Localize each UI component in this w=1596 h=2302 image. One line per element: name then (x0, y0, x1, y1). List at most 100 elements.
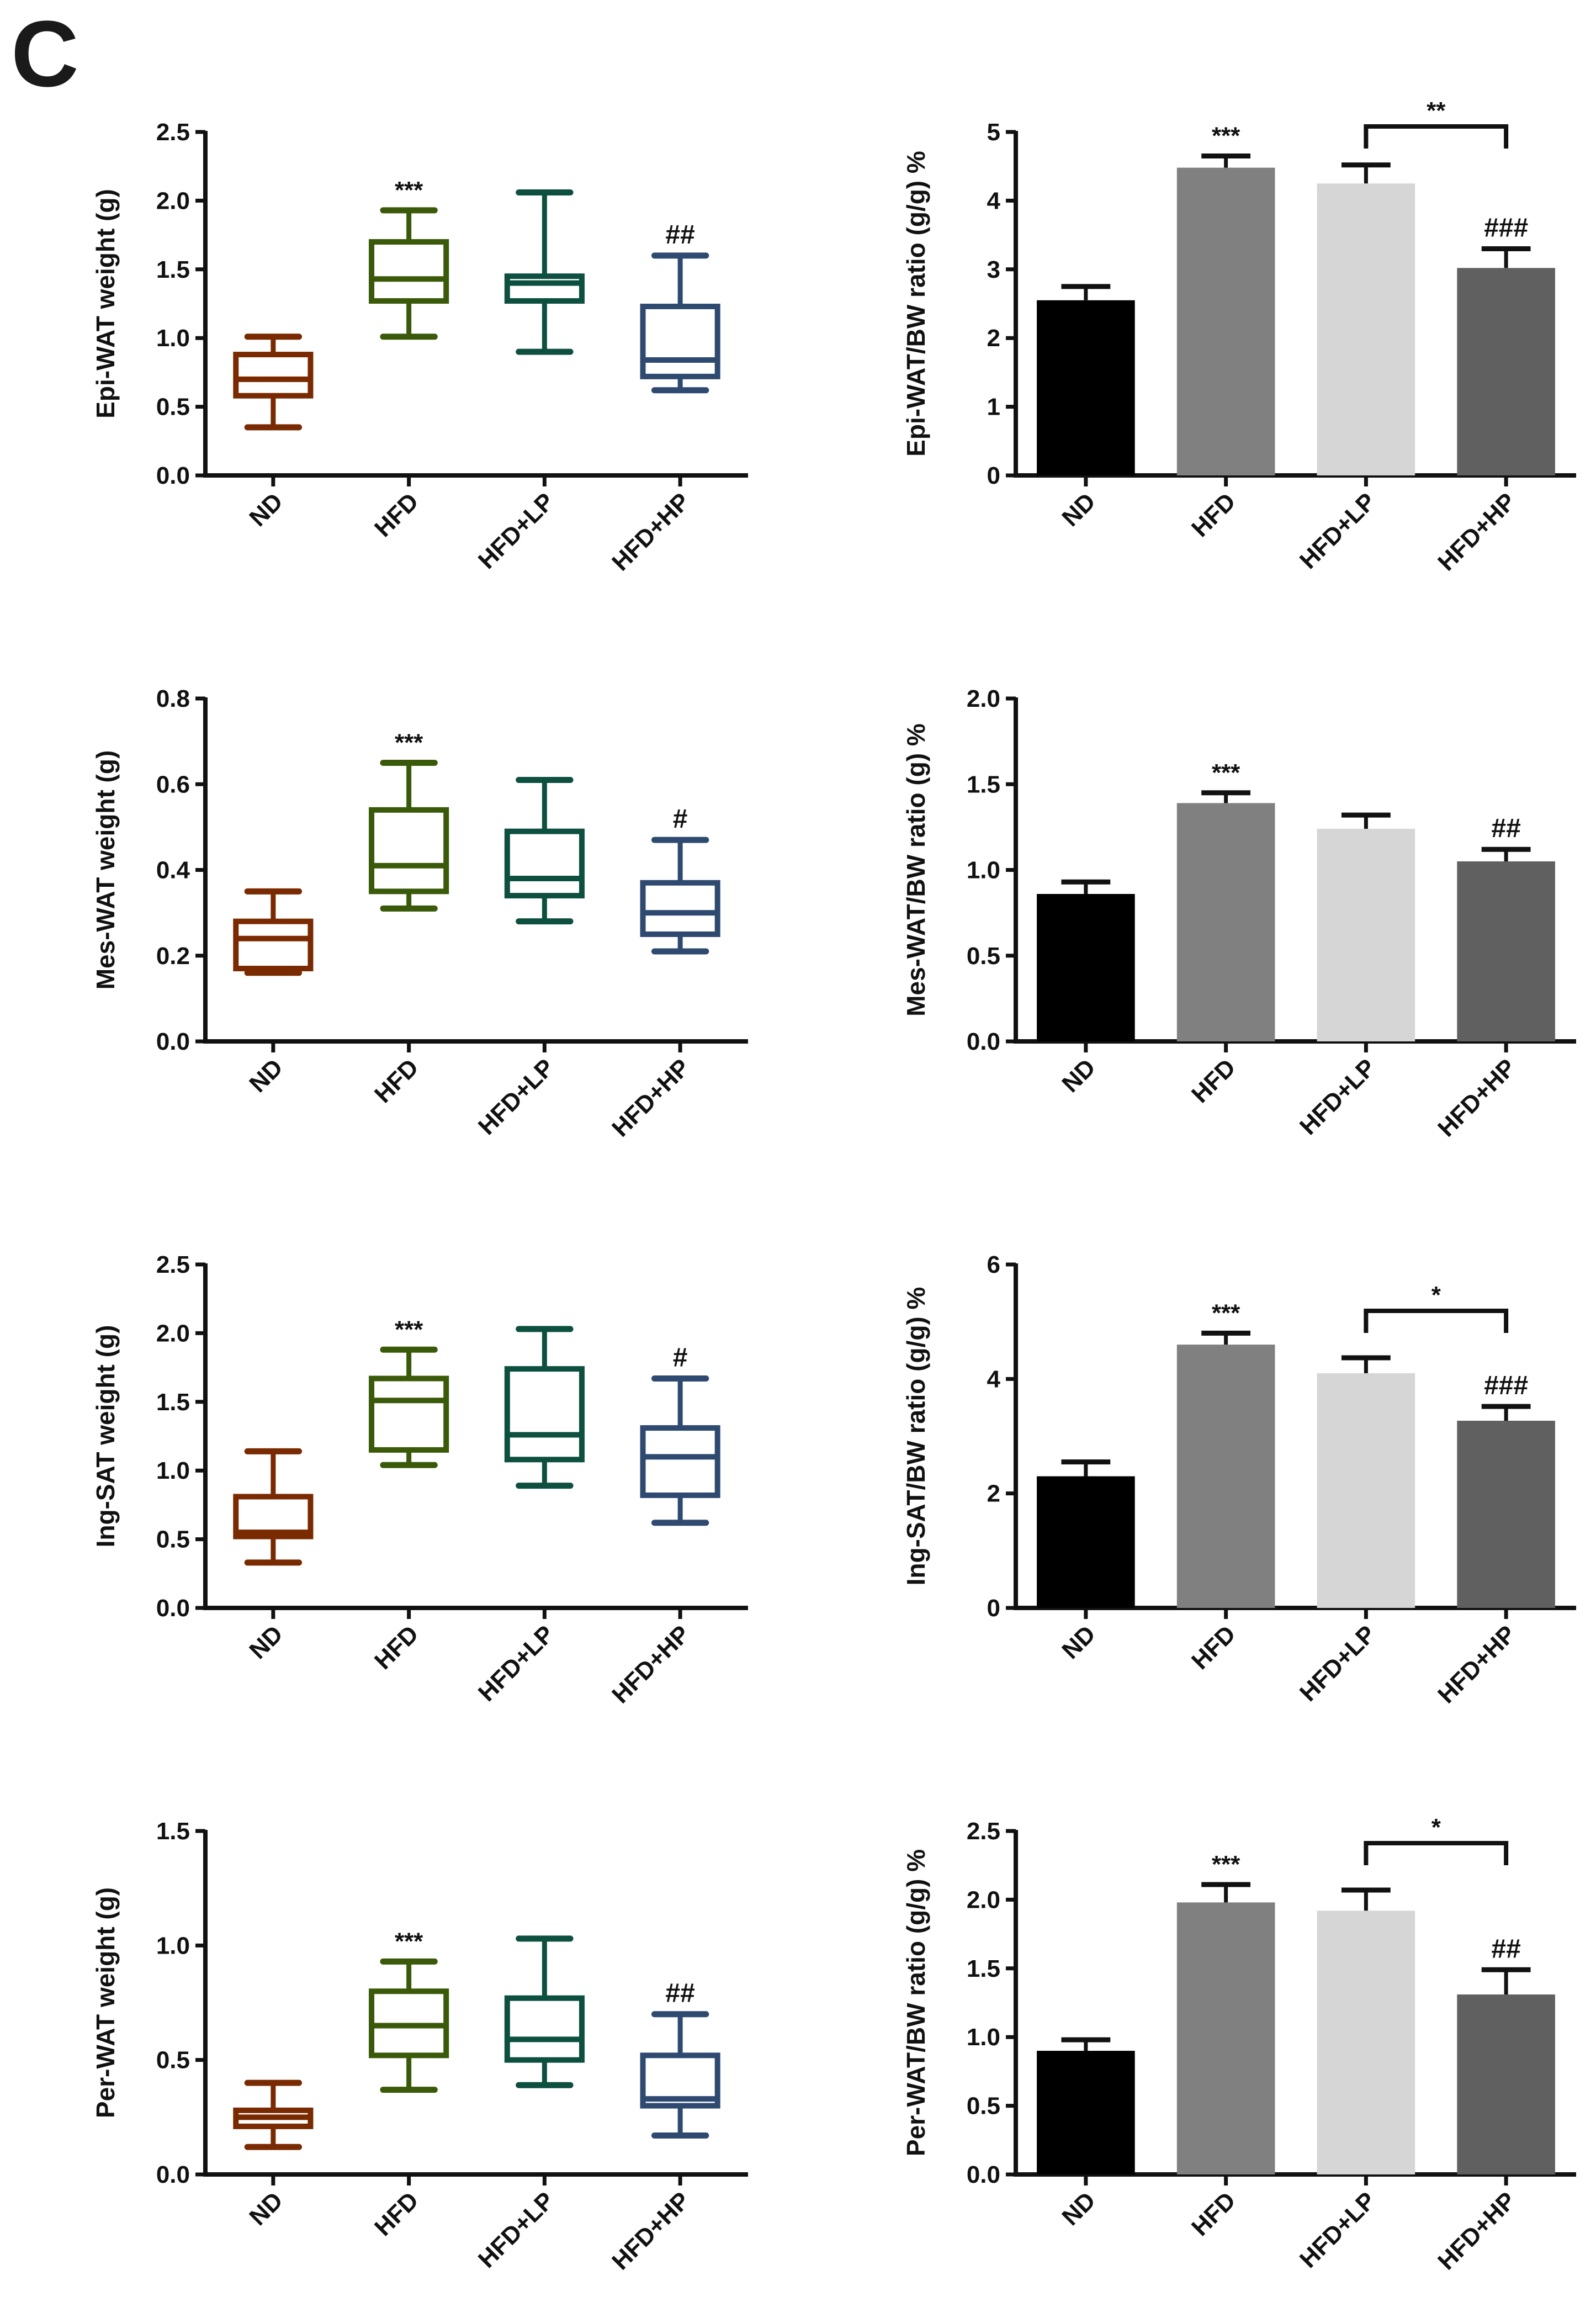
x-tick-label: ND (244, 488, 288, 532)
y-tick-label: 0 (987, 462, 1000, 489)
y-tick-label: 4 (987, 187, 1001, 214)
bar-ND (1037, 1459, 1135, 1608)
box-iqr (369, 807, 449, 895)
chart-1: 0.0 0.5 1.0 1.5 2.0 2.5 Epi-WAT weight (g) ND HF… (91, 119, 748, 576)
y-tick-label: 2 (987, 1480, 1000, 1507)
bar (1457, 268, 1555, 475)
y-tick-label: 1.5 (967, 1955, 1000, 1982)
bar (1037, 2051, 1135, 2174)
box-HFD+HP (640, 837, 720, 955)
y-axis-label: Mes-WAT/BW ratio (g) % (902, 723, 930, 1017)
x-tick-label: ND (1057, 2187, 1101, 2231)
bar (1176, 1902, 1275, 2174)
x-tick-label: ND (244, 2187, 288, 2231)
chart-5: 0.0 0.5 1.0 1.5 2.0 2.5 Ing-SAT weight (g) ND HF… (91, 1251, 748, 1708)
x-tick-label: HFD+LP (1295, 1620, 1381, 1707)
y-tick-label: 6 (987, 1251, 1000, 1278)
bar-ND (1037, 879, 1135, 1041)
x-tick-label: HFD+LP (1295, 2187, 1381, 2273)
y-tick-label: 0.5 (967, 2093, 1000, 2120)
x-tick-label: HFD+LP (1295, 1054, 1381, 1140)
x-tick-label: HFD (369, 1054, 424, 1108)
bar-HFD+HP (1457, 1967, 1555, 2174)
box-ND (233, 888, 314, 976)
x-tick-label: HFD (369, 488, 424, 542)
y-tick-label: 3 (987, 256, 1000, 283)
box-iqr (504, 828, 585, 899)
x-tick-label: HFD+LP (473, 2187, 560, 2273)
comparison-bracket (1364, 124, 1509, 149)
y-axis-label: Ing-SAT weight (g) (91, 1325, 120, 1548)
box-HFD+LP (504, 189, 585, 355)
bar (1457, 861, 1555, 1041)
box-iqr (233, 352, 314, 399)
bar (1037, 300, 1135, 475)
y-tick-label: 5 (987, 119, 1000, 146)
y-tick-label: 2.0 (156, 1320, 190, 1347)
y-tick-label: 2.5 (156, 1251, 190, 1278)
significance-label: ## (1491, 814, 1520, 843)
y-tick-label: 0.5 (967, 943, 1000, 970)
panel-label: C (11, 2, 79, 107)
y-axis-label: Epi-WAT weight (g) (91, 189, 120, 419)
bar (1176, 803, 1275, 1041)
chart-3: 0.0 0.2 0.4 0.6 0.8 Mes-WAT weight (g) ND HFD **… (91, 685, 748, 1142)
x-tick-label: HFD+HP (607, 488, 695, 576)
bar (1317, 828, 1415, 1041)
y-tick-label: 2.0 (967, 685, 1000, 712)
x-tick-label: HFD+HP (1433, 1054, 1521, 1142)
bar (1037, 893, 1135, 1041)
y-tick-label: 2.5 (967, 1818, 1000, 1845)
significance-label: *** (1212, 1299, 1240, 1326)
bar-ND (1037, 2037, 1135, 2174)
x-tick-label: ND (1057, 1054, 1101, 1098)
box-iqr (504, 273, 585, 304)
bracket-label: * (1431, 1282, 1441, 1309)
box-HFD (369, 207, 449, 340)
bar (1176, 1345, 1275, 1608)
significance-label: *** (395, 1928, 423, 1955)
significance-label: # (673, 1343, 688, 1373)
bar-ND (1037, 284, 1135, 475)
x-tick-label: HFD+HP (607, 1054, 695, 1142)
x-tick-label: HFD+HP (1433, 1620, 1521, 1708)
y-axis-label: Mes-WAT weight (g) (91, 750, 120, 990)
x-tick-label: HFD+LP (1295, 488, 1381, 574)
x-tick-label: ND (244, 1054, 288, 1098)
x-tick-label: HFD+HP (1433, 488, 1521, 576)
chart-7: 0.0 0.5 1.0 1.5 Per-WAT weight (g) ND HFD *** HF… (91, 1818, 748, 2275)
y-axis-label: Epi-WAT/BW ratio (g/g) % (902, 151, 930, 457)
y-tick-label: 0.0 (156, 2161, 190, 2188)
bar (1317, 1373, 1415, 1608)
x-tick-label: HFD+HP (607, 2187, 695, 2275)
box-ND (233, 2079, 314, 2150)
x-tick-label: HFD (1186, 1620, 1241, 1675)
bar-HFD (1176, 1330, 1275, 1608)
box-iqr (640, 880, 720, 937)
box-HFD+HP (640, 252, 720, 394)
x-tick-label: HFD+LP (473, 1054, 560, 1140)
y-axis-label: Per-WAT/BW ratio (g/g) % (902, 1849, 930, 2156)
y-tick-label: 2.0 (156, 187, 190, 214)
bar (1176, 167, 1275, 475)
y-tick-label: 1.0 (156, 1457, 190, 1484)
x-tick-label: HFD+LP (473, 1620, 560, 1707)
y-axis-label: Ing-SAT/BW ratio (g/g) % (902, 1287, 930, 1586)
x-tick-label: ND (244, 1620, 288, 1664)
y-tick-label: 0.0 (967, 2161, 1000, 2188)
y-tick-label: 1.0 (967, 857, 1000, 884)
box-HFD (369, 1346, 449, 1468)
bar-HFD+HP (1457, 846, 1555, 1041)
significance-label: ### (1484, 1371, 1528, 1400)
y-tick-label: 0.0 (967, 1028, 1000, 1055)
y-tick-label: 0.0 (156, 462, 190, 489)
bar (1317, 183, 1415, 475)
chart-8: 0.0 0.5 1.0 1.5 2.0 2.5 Per-WAT/BW ratio (g/g)… (902, 1814, 1576, 2275)
x-tick-label: ND (1057, 488, 1101, 532)
significance-label: *** (1212, 759, 1240, 786)
y-tick-label: 0.0 (156, 1028, 190, 1055)
y-tick-label: 0.5 (156, 1526, 190, 1553)
comparison-bracket (1364, 1840, 1509, 1865)
x-tick-label: HFD+HP (1433, 2187, 1521, 2275)
